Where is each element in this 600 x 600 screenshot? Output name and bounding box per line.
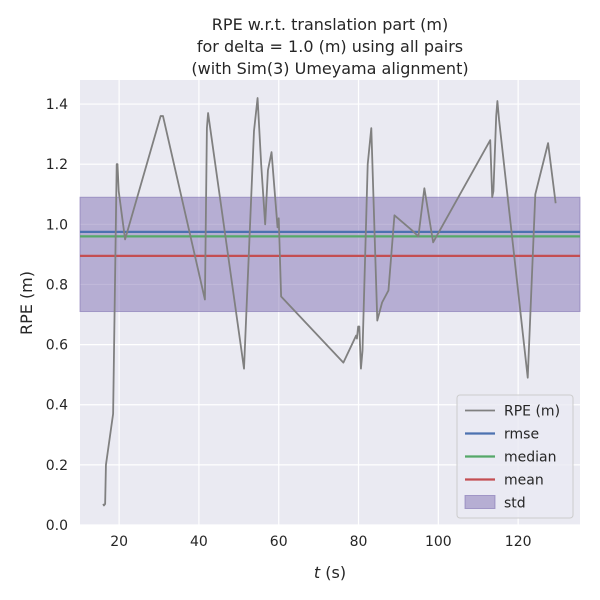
series-layer (102, 97, 557, 507)
rpe-series-line (102, 97, 557, 507)
y-axis-label: RPE (m) (17, 271, 36, 335)
x-tick-label: 120 (505, 534, 532, 550)
legend: RPE (m) rmse median mean std (456, 394, 574, 519)
x-tick-label: 40 (190, 534, 208, 550)
std-band (79, 196, 581, 313)
legend-label: rmse (504, 427, 539, 443)
y-tick-label: 0.6 (46, 338, 68, 354)
legend-box (456, 394, 574, 519)
legend-label: std (504, 496, 526, 512)
title-line-1: RPE w.r.t. translation part (m) (212, 15, 448, 34)
legend-swatch (464, 495, 496, 509)
x-axis-label-var: t (314, 563, 321, 582)
std-band-layer (79, 196, 581, 313)
y-tick-label: 1.4 (46, 97, 68, 113)
y-tick-label: 0.2 (46, 458, 68, 474)
x-axis-label-unit: (s) (320, 563, 346, 582)
stat-lines (80, 230, 580, 257)
x-tick-label: 20 (110, 534, 128, 550)
x-tick-label: 100 (425, 534, 452, 550)
legend-label: RPE (m) (504, 404, 560, 420)
legend-label: median (504, 450, 556, 466)
title-line-3: (with Sim(3) Umeyama alignment) (191, 59, 468, 78)
x-axis-label: t (s) (314, 563, 346, 582)
title-line-2: for delta = 1.0 (m) using all pairs (197, 37, 463, 56)
y-tick-label: 0.0 (46, 518, 68, 534)
chart-title: RPE w.r.t. translation part (m) for delt… (191, 15, 468, 78)
x-tick-label: 80 (350, 534, 368, 550)
y-tick-label: 1.0 (46, 217, 68, 233)
x-tick-label: 60 (270, 534, 288, 550)
legend-label: mean (504, 473, 544, 489)
y-tick-label: 0.8 (46, 277, 68, 293)
x-tick-labels: 20 40 60 80 100 120 (110, 534, 531, 550)
y-tick-label: 0.4 (46, 398, 68, 414)
y-tick-label: 1.2 (46, 157, 68, 173)
y-tick-labels: 0.0 0.2 0.4 0.6 0.8 1.0 1.2 1.4 (46, 97, 68, 534)
